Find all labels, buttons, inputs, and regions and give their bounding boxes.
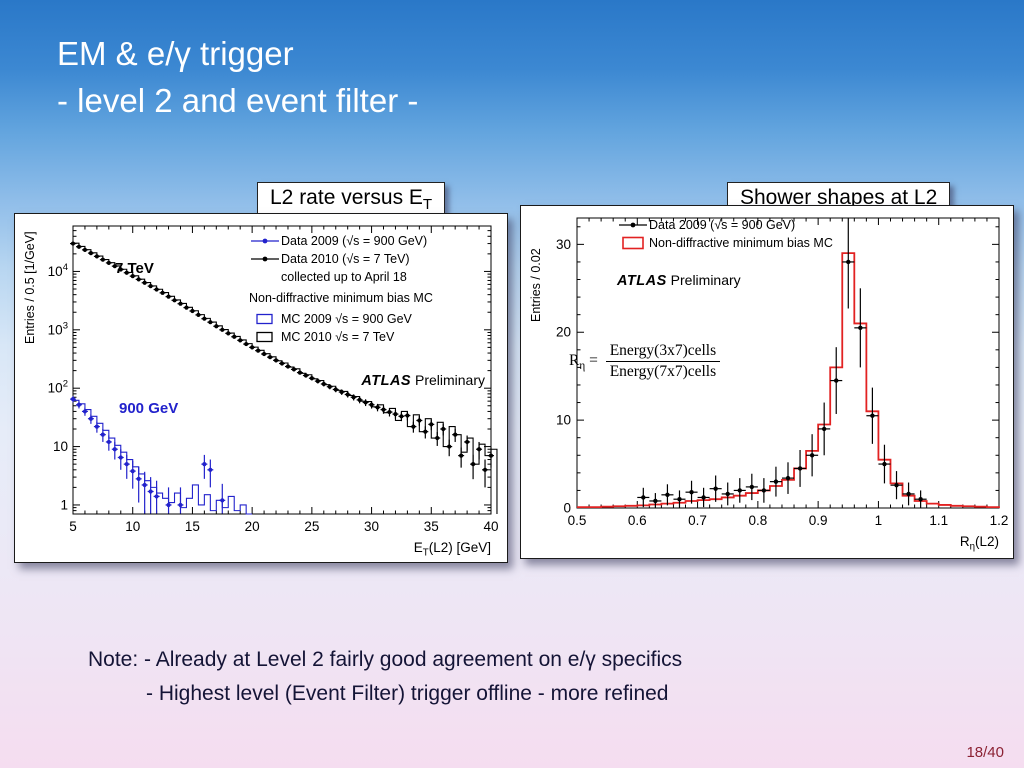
l2-rate-plot: 5 10 15 20 25 30 35 40 1 10 102 103 104: [48, 225, 499, 534]
svg-text:35: 35: [424, 519, 439, 534]
svg-text:25: 25: [304, 519, 319, 534]
slide-title-line1: EM & e/γ trigger: [57, 35, 294, 72]
svg-text:10: 10: [125, 519, 140, 534]
legend-marker-black-open-box-icon: [249, 331, 281, 343]
left-y-axis-label: Entries / 0.5 [1/GeV]: [23, 231, 37, 344]
slide-title-line2: - level 2 and event filter -: [57, 82, 419, 119]
svg-text:40: 40: [483, 519, 498, 534]
legend-item-collected: collected up to April 18: [281, 270, 407, 284]
legend-item-mc: Non-diffractive minimum bias MC: [617, 236, 833, 250]
left-legend: Data 2009 (√s = 900 GeV) collected up to…: [249, 234, 433, 348]
svg-text:0.9: 0.9: [809, 513, 828, 528]
svg-text:15: 15: [185, 519, 200, 534]
left-chart-header: L2 rate versus ET: [257, 182, 446, 218]
legend-item-mc2009: MC 2009 √s = 900 GeV: [249, 312, 433, 326]
svg-text:0: 0: [563, 501, 571, 516]
right-y-axis-label: Entries / 0.02: [529, 248, 543, 322]
svg-text:30: 30: [364, 519, 379, 534]
l2-rate-chart-panel: 5 10 15 20 25 30 35 40 1 10 102 103 104 Entries / 0.…: [14, 213, 508, 563]
left-x-axis-label: ET(L2) [GeV]: [413, 540, 491, 559]
right-atlas-preliminary: ATLAS Preliminary: [617, 272, 741, 289]
legend-marker-black-point-line-icon: [617, 219, 649, 231]
svg-text:1: 1: [875, 513, 883, 528]
note-line1: Note: - Already at Level 2 fairly good a…: [88, 648, 683, 671]
shower-shapes-plot: 0.5 0.6 0.7 0.8 0.9 1 1.1 1.2 0 10 20 30: [556, 217, 1009, 528]
svg-text:10: 10: [53, 439, 68, 454]
svg-text:0.7: 0.7: [688, 513, 707, 528]
legend-item-mc2010: MC 2010 √s = 7 TeV: [249, 330, 433, 344]
left-chart-header-sub: T: [422, 196, 433, 214]
legend-marker-black-point-line-icon: [249, 253, 281, 265]
right-chart-header-text: Shower shapes at L2: [740, 186, 938, 209]
svg-text:103: 103: [48, 320, 68, 337]
svg-text:102: 102: [48, 379, 68, 396]
page-number: 18/40: [966, 744, 1004, 761]
svg-text:1.1: 1.1: [929, 513, 948, 528]
right-x-axis-label: Rη(L2): [959, 534, 999, 553]
atlas-wordmark: ATLAS: [617, 273, 667, 289]
svg-text:5: 5: [69, 519, 77, 534]
shower-shapes-chart-panel: 0.5 0.6 0.7 0.8 0.9 1 1.1 1.2 0 10 20 30 Entries / …: [520, 205, 1014, 559]
r-eta-formula: Rη = Energy(3x7)cells Energy(7x7)cells: [569, 342, 721, 381]
svg-text:0.5: 0.5: [568, 513, 587, 528]
svg-text:1: 1: [60, 497, 68, 512]
legend-item-data2009: Data 2009 (√s = 900 GeV): [617, 218, 833, 232]
svg-text:20: 20: [245, 519, 260, 534]
atlas-wordmark: ATLAS: [361, 373, 412, 389]
note-line2: - Highest level (Event Filter) trigger o…: [146, 682, 669, 705]
legend-item-data2009: Data 2009 (√s = 900 GeV): [249, 234, 433, 248]
svg-text:0.6: 0.6: [628, 513, 647, 528]
svg-text:0.8: 0.8: [748, 513, 767, 528]
label-7tev: 7 TeV: [115, 260, 154, 277]
formula-fraction: Energy(3x7)cells Energy(7x7)cells: [605, 342, 721, 381]
legend-item-mc-header: Non-diffractive minimum bias MC: [249, 291, 433, 305]
left-chart-header-text: L2 rate versus E: [270, 186, 423, 209]
right-legend: Data 2009 (√s = 900 GeV) Non-diffractive…: [617, 218, 833, 254]
legend-marker-blue-open-box-icon: [249, 313, 281, 325]
svg-text:20: 20: [556, 325, 571, 340]
legend-marker-red-open-box-icon: [617, 236, 649, 250]
label-900gev: 900 GeV: [119, 400, 179, 417]
left-atlas-preliminary: ATLAS Preliminary: [361, 372, 485, 389]
legend-item-data2010: collected up to April 18 Data 2010 (√s =…: [249, 252, 433, 266]
svg-text:30: 30: [556, 237, 571, 252]
svg-text:1.2: 1.2: [990, 513, 1009, 528]
slide-title: EM & e/γ trigger - level 2 and event fil…: [57, 30, 418, 124]
svg-text:104: 104: [48, 262, 68, 279]
svg-text:10: 10: [556, 413, 571, 428]
slide-note: Note: - Already at Level 2 fairly good a…: [88, 643, 682, 711]
legend-marker-blue-point-line-icon: [249, 235, 281, 247]
